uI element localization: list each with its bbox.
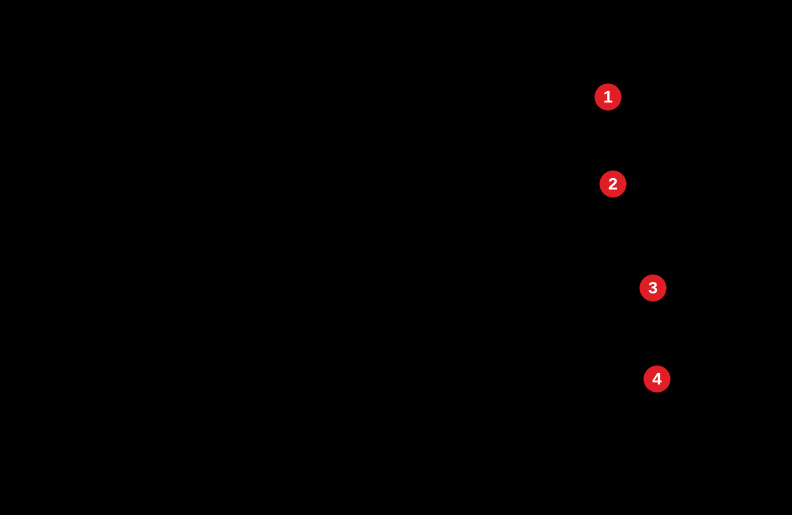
annotation-marker-label: 1 <box>603 87 613 107</box>
annotation-marker-1[interactable]: 1 <box>594 83 622 111</box>
annotation-marker-label: 4 <box>652 369 662 389</box>
annotation-marker-2[interactable]: 2 <box>599 170 627 198</box>
annotation-marker-label: 2 <box>608 174 618 194</box>
annotation-marker-label: 3 <box>648 278 658 298</box>
annotation-marker-4[interactable]: 4 <box>643 365 671 393</box>
annotation-marker-3[interactable]: 3 <box>639 274 667 302</box>
